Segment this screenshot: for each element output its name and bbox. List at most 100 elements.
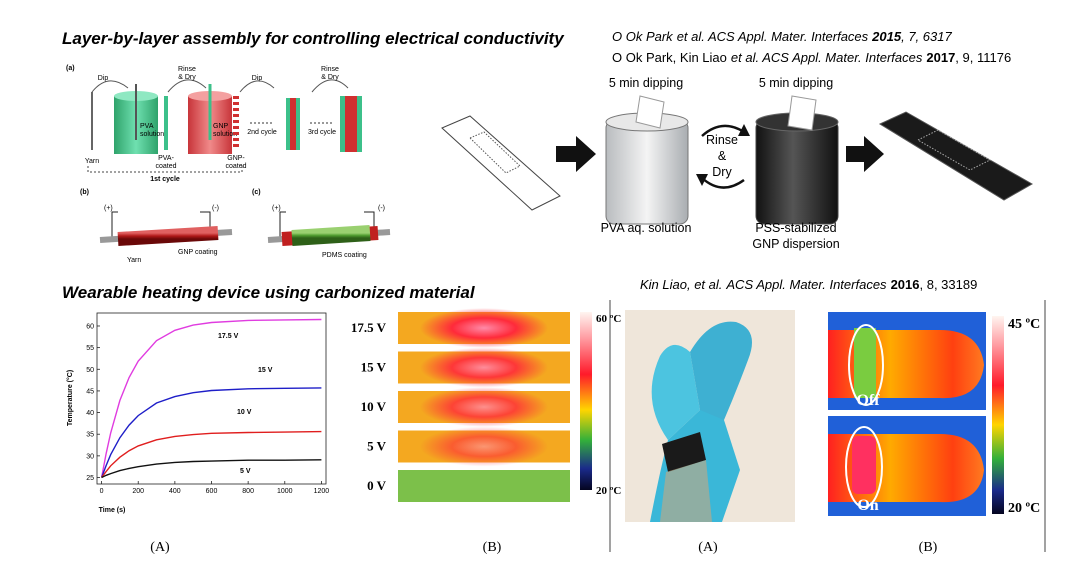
pattern [916, 129, 992, 171]
beaker-label: PVA aq. solution [601, 221, 692, 235]
item-label: GNP- [227, 155, 245, 162]
substrate [441, 115, 561, 211]
coated-yarn [291, 225, 371, 246]
ref-journal: et al. ACS Appl. Mater. Interfaces [677, 29, 869, 44]
highlight [845, 426, 883, 508]
series-line [101, 430, 322, 478]
item-label: PVA [140, 123, 154, 130]
step-label: Dip [252, 75, 263, 82]
caption: (A) [698, 540, 718, 555]
ref-rest: , 7, 6317 [901, 29, 952, 44]
y-tick-label: 35 [86, 432, 94, 439]
scale-label: 45 ºC [1008, 317, 1040, 332]
series-label: 17.5 V [218, 333, 239, 340]
band [662, 432, 706, 472]
ref-authors: O Ok Park [612, 29, 674, 44]
series-line [100, 387, 322, 478]
ref-authors: O Ok Park, Kin Liao [612, 50, 727, 65]
x-tick-label: 600 [206, 488, 218, 495]
item-label: Yarn [85, 158, 99, 165]
glove [690, 321, 752, 420]
substrate [878, 111, 1034, 201]
y-tick-label: 50 [86, 367, 94, 374]
arrow [556, 136, 596, 172]
x-tick-label: 1200 [314, 488, 330, 495]
cycle-arrow [701, 124, 745, 189]
ref-year: 2015 [871, 29, 902, 44]
ref-year: 2017 [926, 50, 955, 65]
step-label: & Dry [178, 74, 196, 81]
step-label: Dry [712, 165, 732, 179]
electrode: (-) [212, 205, 219, 212]
caption: (B) [483, 540, 502, 555]
panel-label: (b) [80, 189, 89, 196]
chart: Time (s) Temperature (°C) 0 200 400 600 800 1… [66, 312, 330, 514]
x-tick-label: 0 [100, 488, 104, 495]
electrode: (+) [104, 205, 113, 212]
thermal-hand: Off On 45 ºC 20 ºC [828, 312, 1040, 516]
item-label: PDMS coating [322, 252, 367, 259]
series-line [101, 459, 322, 479]
hand [828, 434, 984, 503]
caption: (A) [150, 540, 170, 555]
cycle-label: 1st cycle [150, 176, 180, 183]
series-label: 10 V [237, 409, 252, 416]
item-label: PVA- [158, 155, 174, 162]
ref-journal: et al. ACS Appl. Mater. Interfaces [731, 50, 923, 65]
plot-frame [96, 312, 327, 485]
reference: O Ok Park et al. ACS Appl. Mater. Interfa… [612, 29, 952, 44]
band [854, 328, 876, 398]
color-scale [580, 312, 592, 490]
substrate [787, 95, 817, 131]
step-label: 5 min dipping [759, 76, 833, 90]
voltage-label: 0 V [367, 478, 387, 493]
scale-label: 20 ºC [596, 485, 621, 497]
hot-spot [420, 347, 548, 388]
arrow [91, 79, 349, 93]
arrowhead [696, 124, 750, 186]
hot-spot [420, 426, 548, 467]
step-label: 5 min dipping [609, 76, 683, 90]
caption: (B) [919, 540, 938, 555]
cycle-label: 2nd cycle [247, 129, 277, 136]
step-label: Rinse [706, 133, 738, 147]
ref-authors: Kin Liao, et al. [640, 277, 722, 292]
item-label: GNP [213, 123, 229, 130]
y-tick-label: 40 [86, 410, 94, 417]
wire [111, 211, 211, 237]
x-tick-label: 800 [242, 488, 254, 495]
beaker [605, 119, 689, 225]
cycle-label: 3rd cycle [308, 129, 336, 136]
voltage-label: 17.5 V [351, 320, 387, 335]
panel-label: (a) [66, 65, 75, 72]
item-label: coated [155, 163, 176, 170]
x-tick-label: 1000 [277, 488, 293, 495]
ref-journal: ACS Appl. Mater. Interfaces [725, 277, 887, 292]
diagram-a: (a) Dip Rinse & Dry Dip Rinse & Dry Yarn… [66, 65, 391, 264]
coated-yarn [345, 96, 357, 152]
y-tick-label: 45 [86, 388, 94, 395]
x-axis-label: Time (s) [99, 507, 126, 514]
wire [279, 211, 375, 237]
sleeve [660, 460, 712, 522]
step-label: & Dry [321, 74, 339, 81]
panel-label: (c) [252, 189, 261, 196]
series-label: 15 V [258, 367, 273, 374]
y-tick-label: 60 [86, 323, 94, 330]
arrow [846, 136, 884, 172]
beaker-label: PSS-stabilized [755, 221, 836, 235]
ref-rest: , 8, 33189 [919, 277, 977, 292]
y-tick-label: 55 [86, 345, 94, 352]
ref-year: 2016 [891, 277, 920, 292]
series-line [100, 318, 322, 478]
electrode: (-) [378, 205, 385, 212]
thermal-image [398, 470, 570, 502]
step-label: Dip [98, 75, 109, 82]
beaker-label: GNP dispersion [752, 237, 839, 251]
item-label: coated [225, 163, 246, 170]
voltage-label: 10 V [361, 399, 387, 414]
coated-yarn [290, 98, 296, 150]
step-label: & [718, 149, 727, 163]
band [852, 436, 876, 494]
